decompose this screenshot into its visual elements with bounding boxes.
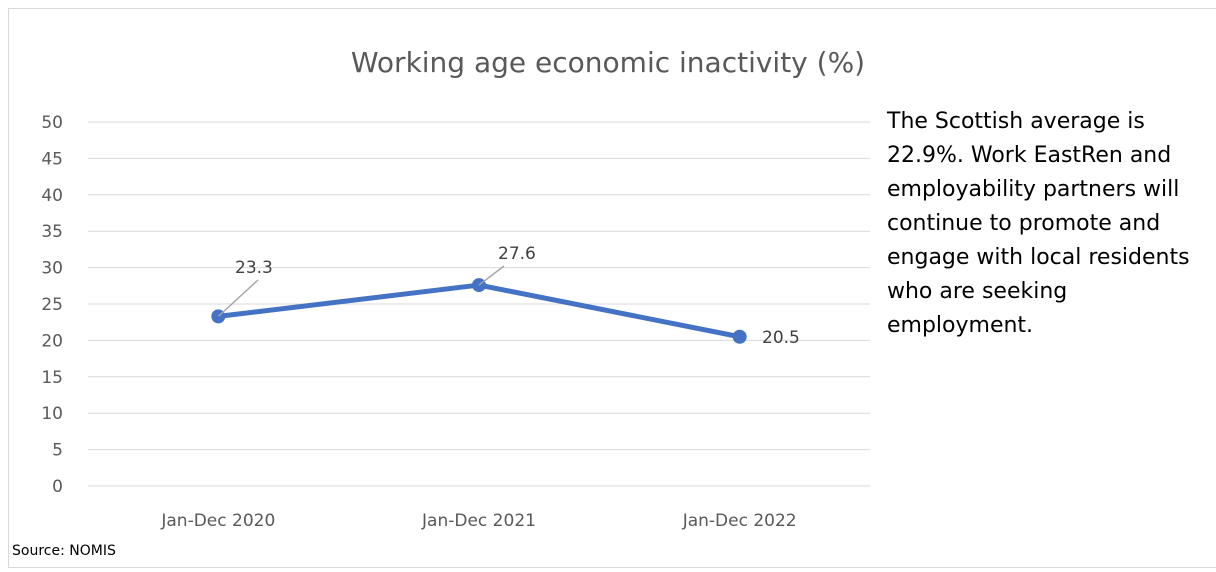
- x-tick-label: Jan-Dec 2022: [682, 511, 797, 531]
- y-tick-label: 10: [41, 404, 63, 424]
- y-tick-label: 35: [41, 222, 63, 242]
- commentary-text: The Scottish average is 22.9%. Work East…: [887, 109, 1190, 338]
- y-tick-label: 15: [41, 368, 63, 388]
- y-tick-label: 25: [41, 295, 63, 315]
- data-label: 27.6: [498, 244, 536, 264]
- chart-frame: [8, 8, 1216, 568]
- data-label: 20.5: [762, 328, 800, 348]
- gridlines: [88, 121, 870, 487]
- data-point: [732, 329, 747, 344]
- series-line: [218, 282, 741, 340]
- chart-title: Working age economic inactivity (%): [351, 46, 865, 79]
- data-label: 23.3: [235, 258, 273, 278]
- y-tick-label: 50: [41, 113, 63, 133]
- y-tick-label: 45: [41, 149, 63, 169]
- x-axis-ticks: Jan-Dec 2020 Jan-Dec 2021 Jan-Dec 2022: [160, 511, 796, 531]
- label-leader-line: [478, 265, 505, 286]
- label-leader-line: [217, 279, 259, 317]
- source-note: Source: NOMIS: [12, 543, 116, 559]
- series-group: [211, 278, 747, 344]
- y-tick-label: 40: [41, 186, 63, 206]
- y-tick-label: 5: [52, 441, 63, 461]
- y-tick-label: 20: [41, 331, 63, 351]
- x-tick-label: Jan-Dec 2020: [160, 511, 275, 531]
- x-tick-label: Jan-Dec 2021: [421, 511, 536, 531]
- y-tick-label: 30: [41, 259, 63, 279]
- data-labels: 23.3 27.6 20.5: [217, 244, 800, 348]
- y-tick-label: 0: [52, 477, 63, 497]
- y-axis-ticks: 0 5 10 15 20 25 30 35 40 45 50: [41, 113, 63, 497]
